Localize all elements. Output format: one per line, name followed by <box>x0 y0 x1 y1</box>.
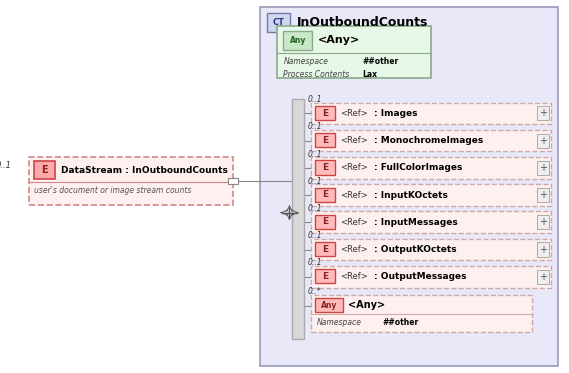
Text: +: + <box>539 245 547 254</box>
Text: Lax: Lax <box>362 70 377 79</box>
Text: E: E <box>322 136 328 145</box>
Text: ##other: ##other <box>382 318 419 327</box>
Text: E: E <box>322 163 328 172</box>
Text: 0..1: 0..1 <box>308 122 322 131</box>
Text: ##other: ##other <box>362 57 398 66</box>
Bar <box>311 266 551 288</box>
Bar <box>28 157 233 205</box>
Text: CT: CT <box>273 18 284 27</box>
Text: <Ref>: <Ref> <box>340 109 368 118</box>
Bar <box>311 103 551 124</box>
Text: DataStream : InOutboundCounts: DataStream : InOutboundCounts <box>61 166 228 175</box>
Text: : FullColorImages: : FullColorImages <box>374 163 462 172</box>
Text: E: E <box>322 217 328 226</box>
Bar <box>537 134 549 148</box>
Bar <box>315 269 335 283</box>
Text: <Ref>: <Ref> <box>340 218 368 227</box>
Text: <Any>: <Any> <box>318 35 360 45</box>
Text: 0..1: 0..1 <box>308 150 322 159</box>
Bar <box>537 188 549 202</box>
Bar <box>537 242 549 257</box>
Bar <box>315 242 335 256</box>
Bar <box>315 133 335 147</box>
Text: +: + <box>539 272 547 282</box>
Bar <box>311 211 551 233</box>
Text: 0..*: 0..* <box>308 287 321 296</box>
Bar <box>267 13 290 32</box>
Text: E: E <box>322 109 328 117</box>
Bar <box>283 31 312 50</box>
Text: 0..1: 0..1 <box>308 177 322 186</box>
Text: <Ref>: <Ref> <box>340 272 368 281</box>
Text: 0..1: 0..1 <box>308 95 322 104</box>
Bar <box>315 298 343 312</box>
Text: +: + <box>539 217 547 227</box>
Text: +: + <box>539 136 547 145</box>
Text: <Ref>: <Ref> <box>340 136 368 145</box>
Bar <box>311 157 551 179</box>
Bar <box>537 215 549 229</box>
Text: <Ref>: <Ref> <box>340 191 368 200</box>
Text: : InputKOctets: : InputKOctets <box>374 191 448 200</box>
Bar <box>311 239 551 260</box>
Bar <box>315 106 335 120</box>
Text: Any: Any <box>290 36 306 45</box>
Text: : OutputMessages: : OutputMessages <box>374 272 467 281</box>
Text: : MonochromeImages: : MonochromeImages <box>374 136 483 145</box>
Bar <box>260 7 558 366</box>
Bar <box>537 270 549 284</box>
Bar <box>537 106 549 120</box>
Text: Namespace: Namespace <box>316 318 361 327</box>
Bar <box>537 161 549 175</box>
Bar <box>311 184 551 206</box>
Text: 0..1: 0..1 <box>308 231 322 240</box>
Text: 0..1: 0..1 <box>308 258 322 267</box>
Text: +: + <box>539 109 547 118</box>
Text: E: E <box>42 165 48 175</box>
Text: : OutputKOctets: : OutputKOctets <box>374 245 456 254</box>
Bar <box>228 178 238 184</box>
Text: <Any>: <Any> <box>348 300 386 310</box>
Text: Process Contents: Process Contents <box>283 70 349 79</box>
Text: InOutboundCounts: InOutboundCounts <box>296 16 428 29</box>
Text: Any: Any <box>321 301 337 310</box>
Bar <box>311 130 551 151</box>
Text: +: + <box>539 163 547 173</box>
Bar <box>315 215 335 229</box>
Bar <box>315 160 335 175</box>
Text: +: + <box>539 190 547 200</box>
Text: 0..1: 0..1 <box>0 162 11 170</box>
Text: E: E <box>322 190 328 199</box>
Text: <Ref>: <Ref> <box>340 163 368 172</box>
Text: : Images: : Images <box>374 109 417 118</box>
Bar <box>292 99 304 339</box>
Bar <box>277 26 431 78</box>
Text: 0..1: 0..1 <box>308 204 322 213</box>
Bar <box>315 188 335 202</box>
Text: E: E <box>322 245 328 254</box>
Text: : InputMessages: : InputMessages <box>374 218 457 227</box>
Bar <box>311 295 531 332</box>
Text: E: E <box>322 272 328 281</box>
Text: user's document or image stream counts: user's document or image stream counts <box>34 186 192 195</box>
Text: <Ref>: <Ref> <box>340 245 368 254</box>
Bar <box>34 161 55 179</box>
Text: Namespace: Namespace <box>283 57 328 66</box>
